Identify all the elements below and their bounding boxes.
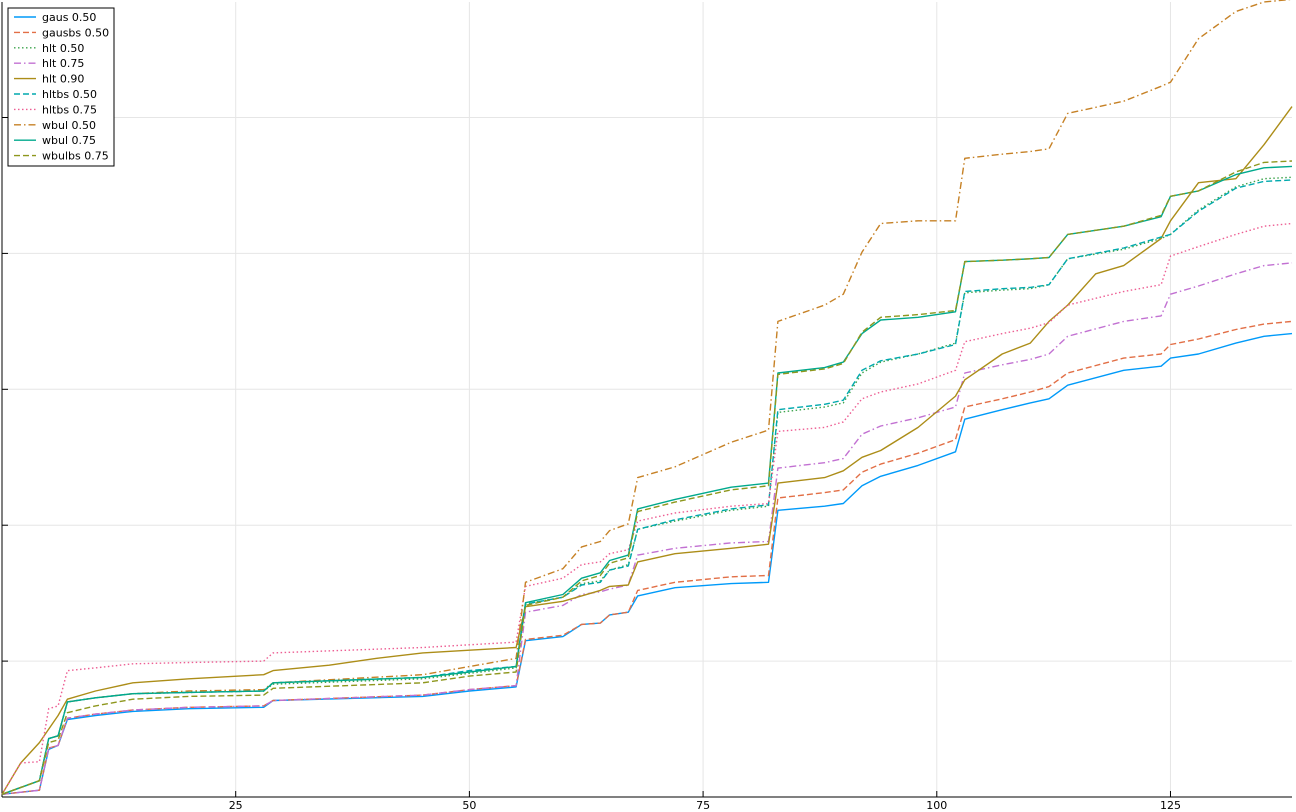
x-tick-label: 25 [229, 799, 243, 812]
legend-label: hltbs 0.50 [42, 88, 97, 101]
series-line-hltbs-0-50 [1, 179, 1293, 795]
legend-label: hlt 0.75 [42, 57, 84, 70]
series-line-hlt-0-90 [1, 106, 1293, 795]
series-line-hlt-0-50 [1, 176, 1293, 795]
legend-label: hlt 0.90 [42, 73, 84, 86]
legend-label: wbul 0.50 [42, 119, 96, 132]
x-tick-label: 50 [462, 799, 476, 812]
legend-label: gaus 0.50 [42, 11, 96, 24]
series-line-hltbs-0-75 [1, 222, 1293, 795]
series-line-hlt-0-75 [1, 262, 1293, 795]
legend-label: gausbs 0.50 [42, 26, 109, 39]
series-line-wbul-0-50 [1, 0, 1293, 795]
grid-lines [2, 2, 1292, 797]
legend: gaus 0.50 gausbs 0.50 hlt 0.50 hlt 0.75 hlt … [7, 7, 115, 167]
series-lines [1, 0, 1293, 795]
x-tick-label: 125 [1160, 799, 1181, 812]
legend-label: wbulbs 0.75 [42, 150, 109, 163]
series-line-wbulbs-0-75 [1, 160, 1293, 795]
legend-label: hlt 0.50 [42, 42, 84, 55]
series-line-gausbs-0-50 [1, 320, 1293, 795]
x-tick-label: 75 [696, 799, 710, 812]
x-tick-label: 100 [926, 799, 947, 812]
series-line-gaus-0-50 [1, 332, 1293, 795]
legend-label: hltbs 0.75 [42, 103, 97, 116]
legend-label: wbul 0.75 [42, 134, 96, 147]
series-line-wbul-0-75 [1, 165, 1293, 795]
